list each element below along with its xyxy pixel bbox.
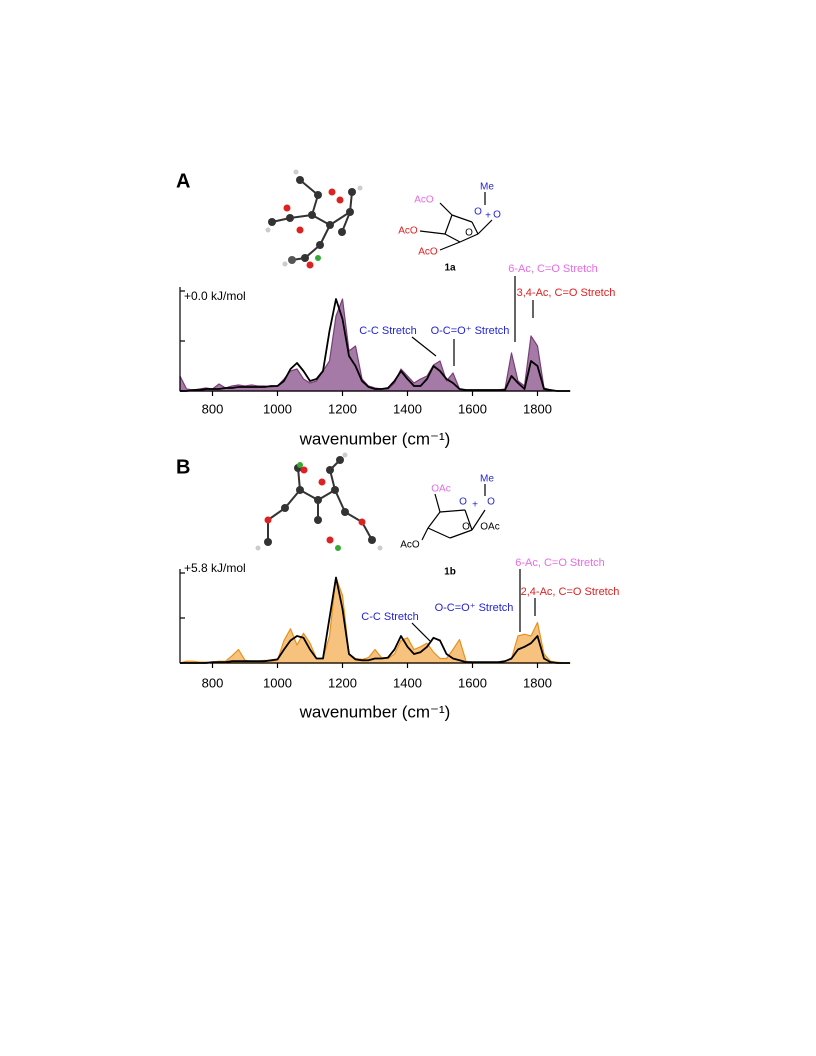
x-tick-label: 1000	[263, 675, 292, 690]
x-tick-label: 800	[202, 675, 224, 690]
x-tick-label: 800	[202, 401, 224, 416]
annotation: 2,4-Ac, C=O Stretch	[521, 586, 620, 598]
structure-group: O	[459, 497, 467, 508]
structure-group: Me	[480, 474, 494, 485]
annotation: O-C=O⁺ Stretch	[431, 325, 510, 337]
structure-group: AcO	[398, 226, 418, 237]
panel-label: B	[176, 456, 190, 478]
structure-group: AcO	[400, 540, 420, 551]
structure-group: OAc	[431, 484, 450, 495]
energy-label: +5.8 kJ/mol	[184, 561, 246, 575]
chemical-structure	[419, 192, 493, 251]
structure-label: 1b	[444, 567, 456, 578]
annotation: O-C=O⁺ Stretch	[435, 602, 514, 614]
x-tick-label: 1800	[523, 401, 552, 416]
molecule-model	[255, 452, 383, 551]
chemical-structure	[421, 484, 486, 541]
annotation: 6-Ac, C=O Stretch	[515, 557, 605, 569]
leader-line	[411, 336, 437, 357]
structure-group: O	[474, 207, 482, 218]
x-tick-label: 1400	[393, 401, 422, 416]
structure-group: +	[472, 500, 478, 511]
x-tick-label: 1800	[523, 675, 552, 690]
x-tick-label: 1200	[328, 401, 357, 416]
annotation: 3,4-Ac, C=O Stretch	[517, 287, 616, 299]
structure-group: O	[465, 228, 473, 239]
x-tick-label: 1200	[328, 675, 357, 690]
molecule-model	[265, 169, 363, 269]
x-tick-label: 1600	[458, 675, 487, 690]
energy-label: +0.0 kJ/mol	[184, 289, 246, 303]
annotation: C-C Stretch	[361, 611, 418, 623]
x-axis-label: wavenumber (cm⁻¹)	[299, 429, 451, 448]
leader-line	[411, 622, 431, 642]
structure-group: +	[485, 211, 491, 222]
annotation: 6-Ac, C=O Stretch	[508, 263, 598, 275]
area	[179, 298, 571, 392]
structure-group: O	[493, 210, 501, 221]
structure-group: O	[487, 497, 495, 508]
panel-label: A	[176, 170, 190, 192]
structure-group: Me	[480, 182, 494, 193]
structure-group: AcO	[418, 247, 438, 258]
structure-group: O	[462, 522, 470, 533]
line	[180, 298, 570, 392]
x-tick-label: 1400	[393, 675, 422, 690]
x-tick-label: 1000	[263, 401, 292, 416]
structure-group: OAc	[480, 522, 499, 533]
structure-group: AcO	[414, 195, 434, 206]
annotation: C-C Stretch	[359, 325, 416, 337]
line	[180, 576, 570, 664]
x-tick-label: 1600	[458, 401, 487, 416]
x-axis-label: wavenumber (cm⁻¹)	[299, 702, 451, 721]
structure-label: 1a	[444, 263, 456, 274]
